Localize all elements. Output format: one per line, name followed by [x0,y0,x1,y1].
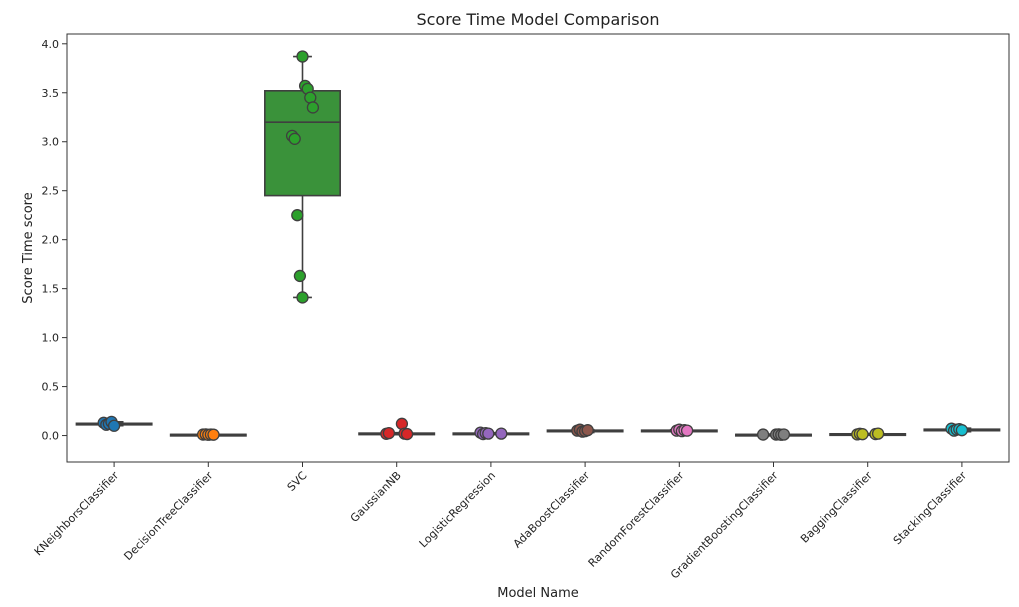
data-point [291,209,304,222]
y-tick-label: 0.5 [42,381,60,394]
x-tick-label: DecisionTreeClassifier [121,469,215,563]
data-point [296,291,309,304]
y-tick-label: 0.0 [42,430,60,443]
plot-frame [66,33,1010,463]
data-point [207,428,220,441]
x-axis-label: Model Name [497,586,579,601]
x-tick-label: SVC [285,469,310,494]
x-tick-label: GaussianNB [348,469,404,525]
data-point [495,427,508,440]
data-point [777,428,791,441]
data-point [756,428,770,441]
data-point [581,424,594,437]
x-tick-label: LogisticRegression [417,469,498,550]
data-point [871,427,885,440]
data-point [107,419,121,432]
x-tick-label: AdaBoostClassifier [511,469,593,551]
y-tick-label: 3.5 [42,87,60,100]
y-tick-label: 2.0 [42,234,60,247]
x-tick-label: KNeighborsClassifier [32,469,122,559]
y-axis-label: Score Time score [21,192,36,303]
data-point [306,101,320,114]
plot-area: 0.0 0.5 1.0 1.5 2.0 2.5 3.0 3.5 4.0 KNeighborsCla… [32,38,1001,582]
y-tick-label: 1.5 [42,283,60,296]
box-SVC [264,90,341,197]
y-tick-label: 4.0 [42,38,60,51]
y-tick-label: 1.0 [42,332,60,345]
data-point [955,424,969,437]
data-point [400,427,414,441]
data-point [288,132,301,145]
data-point [293,269,307,283]
data-point [382,426,396,440]
data-point [482,427,495,440]
data-point [296,50,309,63]
x-tick-label: BaggingClassifier [798,469,875,546]
y-tick-label: 3.0 [42,136,60,149]
data-point [680,424,694,437]
y-tick-label: 2.5 [42,185,60,198]
x-tick-label: StackingClassifier [891,469,970,548]
x-tick-label: GradientBoostingClassifier [668,469,781,582]
data-point [856,428,869,441]
x-tick-label: RandomForestClassifier [586,469,687,570]
chart-title: Score Time Model Comparison [416,10,659,29]
